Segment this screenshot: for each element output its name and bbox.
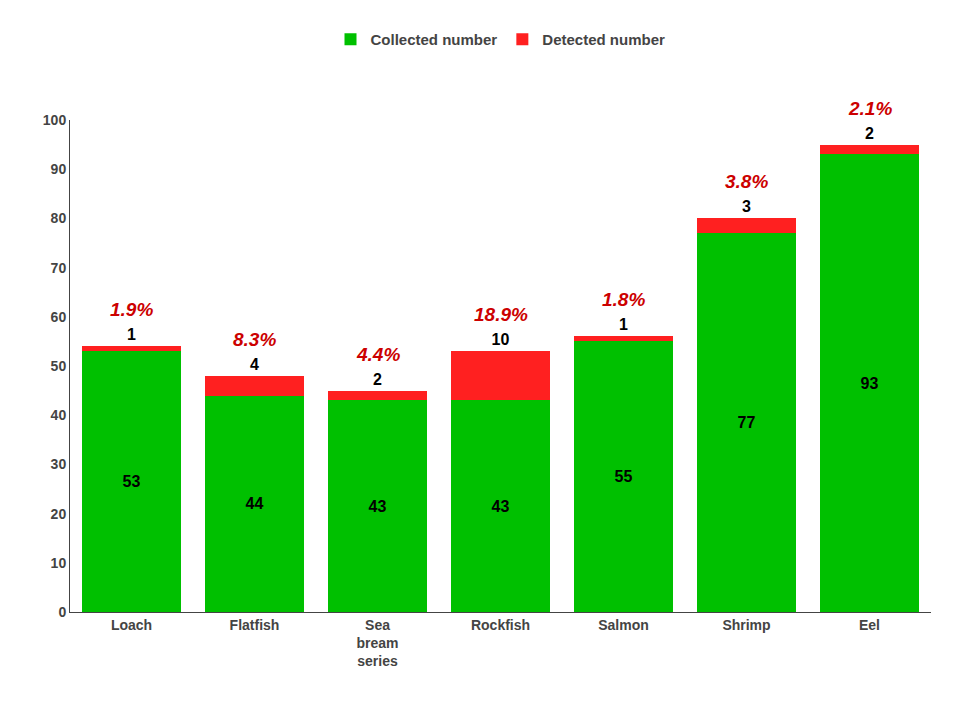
- svg-text:8.3%: 8.3%: [233, 329, 276, 350]
- svg-text:2: 2: [373, 371, 382, 388]
- svg-text:40: 40: [51, 407, 67, 423]
- svg-text:Eel: Eel: [859, 617, 880, 633]
- svg-text:43: 43: [492, 498, 510, 515]
- svg-text:50: 50: [51, 358, 67, 374]
- svg-text:90: 90: [51, 161, 67, 177]
- svg-text:60: 60: [51, 309, 67, 325]
- svg-text:Seabreamseries: Seabreamseries: [356, 617, 398, 669]
- svg-text:53: 53: [123, 473, 141, 490]
- svg-text:3: 3: [742, 198, 751, 215]
- svg-text:Flatfish: Flatfish: [230, 617, 280, 633]
- svg-text:Rockfish: Rockfish: [471, 617, 530, 633]
- svg-text:44: 44: [246, 495, 264, 512]
- svg-text:77: 77: [738, 414, 756, 431]
- svg-text:1.9%: 1.9%: [110, 299, 153, 320]
- svg-text:10: 10: [492, 331, 510, 348]
- svg-text:70: 70: [51, 260, 67, 276]
- svg-text:1: 1: [127, 326, 136, 343]
- svg-text:43: 43: [369, 498, 387, 515]
- svg-text:100: 100: [43, 112, 67, 128]
- svg-text:3.8%: 3.8%: [725, 171, 768, 192]
- svg-text:Salmon: Salmon: [598, 617, 649, 633]
- svg-text:4.4%: 4.4%: [356, 344, 400, 365]
- svg-text:2.1%: 2.1%: [848, 98, 892, 119]
- svg-text:Detected number: Detected number: [542, 31, 665, 48]
- svg-text:Shrimp: Shrimp: [722, 617, 770, 633]
- svg-text:Loach: Loach: [111, 617, 152, 633]
- svg-text:2: 2: [865, 125, 874, 142]
- svg-text:4: 4: [250, 356, 259, 373]
- svg-text:55: 55: [615, 468, 633, 485]
- svg-text:30: 30: [51, 456, 67, 472]
- svg-text:Collected number: Collected number: [371, 31, 498, 48]
- svg-text:20: 20: [51, 505, 67, 521]
- svg-text:18.9%: 18.9%: [474, 304, 528, 325]
- svg-text:0: 0: [58, 604, 66, 620]
- svg-text:80: 80: [51, 210, 67, 226]
- svg-text:1: 1: [619, 316, 628, 333]
- svg-text:10: 10: [51, 555, 67, 571]
- svg-text:1.8%: 1.8%: [602, 289, 645, 310]
- svg-text:93: 93: [861, 375, 879, 392]
